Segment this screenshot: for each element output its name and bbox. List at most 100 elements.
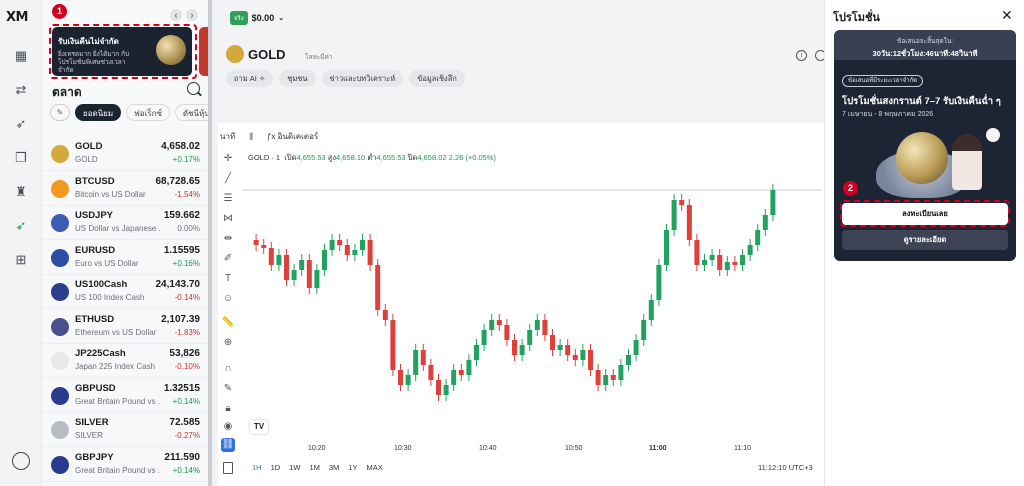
watchlist-row[interactable]: GOLD GOLD 4,658.02 +0.17%: [42, 137, 209, 171]
candle-body: [413, 350, 419, 375]
register-button[interactable]: ลงทะเบียนเลย: [842, 203, 1008, 225]
tf-1m[interactable]: 1M: [309, 463, 320, 472]
candle-body: [451, 370, 457, 385]
eye-icon[interactable]: ◉: [223, 421, 233, 432]
candle-type-icon[interactable]: ⫼: [249, 131, 253, 141]
brush-icon[interactable]: ✐: [223, 253, 233, 264]
watchlist-row[interactable]: SILVER SILVER 72.585 -0.27%: [42, 413, 209, 447]
watchlist-row[interactable]: US100Cash US 100 Index Cash 24,143.70 -0.14…: [42, 275, 209, 309]
tf-max[interactable]: MAX: [366, 463, 383, 472]
candle-body: [732, 262, 738, 265]
crosshair-icon[interactable]: ✛: [223, 153, 233, 164]
chevron-right-icon[interactable]: ›: [186, 9, 198, 21]
details-button[interactable]: ดูรายละเอียด: [842, 230, 1008, 250]
search-icon[interactable]: [187, 82, 200, 95]
time-label: 11:00: [649, 445, 667, 452]
main-area: จริง $0.00 ⌄ GOLD โลหะมีค่า i ถาม AI ✧ ช…: [212, 0, 826, 486]
emoji-icon[interactable]: ☺: [222, 293, 234, 304]
trash-icon[interactable]: [223, 462, 233, 474]
watchlist-row[interactable]: ETHUSD Ethereum vs US Dollar 2,107.39 -1.83…: [42, 310, 209, 344]
tradingview-logo[interactable]: TV: [250, 420, 268, 434]
panel-scrollbar[interactable]: [208, 0, 212, 486]
watchlist-row[interactable]: JP225Cash Japan 225 Index Cash 53,826 -0.10…: [42, 344, 209, 378]
promo-drawer: โปรโมชั่น ✕ ข้อเสนอจะสิ้นสุดใน: 30วัน:12…: [824, 0, 1024, 486]
candle-body: [367, 240, 373, 265]
forecast-icon[interactable]: ⇹: [223, 233, 233, 244]
promo-banner-desc: ยิ่งเทรดมาก ยิ่งได้มาก กับโปรโมชั่นพิเศษ…: [58, 51, 130, 74]
account-balance[interactable]: จริง $0.00 ⌄: [230, 11, 284, 25]
instrument-category: โลหะมีค่า: [305, 54, 333, 61]
tab-news[interactable]: ข่าวและบทวิเคราะห์: [321, 70, 404, 87]
tf-3m[interactable]: 3M: [328, 463, 340, 472]
info-icon[interactable]: i: [796, 50, 807, 61]
candle-body: [610, 375, 616, 380]
edit-icon[interactable]: ✎: [50, 104, 70, 121]
candles: [253, 184, 776, 401]
chevron-left-icon[interactable]: ‹: [170, 9, 182, 21]
tf-1d[interactable]: 1D: [270, 463, 281, 472]
filter-indices[interactable]: ดัชนีหุ้น: [174, 104, 209, 121]
instrument-symbol: EURUSD: [75, 244, 116, 256]
instrument-description: Japan 225 Index Cash: [75, 362, 156, 371]
promo-banner-title: รับเงินคืนไม่จำกัด: [58, 37, 119, 46]
xm-logo[interactable]: XM: [6, 10, 28, 25]
fib-icon[interactable]: ☰: [223, 193, 233, 204]
support-icon[interactable]: [12, 452, 30, 470]
lock-drawing-icon[interactable]: ✎: [223, 383, 233, 394]
watchlist-row[interactable]: USDJPY US Dollar vs Japanese ... 159.662 0.…: [42, 206, 209, 240]
rocket-trade-icon[interactable]: ➶: [15, 218, 27, 233]
close-icon[interactable]: ✕: [1001, 7, 1013, 23]
low-label: ต่ำ: [367, 153, 377, 162]
apps-icon[interactable]: ⊞: [15, 252, 27, 267]
instrument-price: 72.585: [169, 417, 200, 428]
trophy-icon[interactable]: ♜: [15, 184, 27, 199]
tab-insights[interactable]: ข้อมูลเชิงลึก: [409, 70, 465, 87]
candle-body: [717, 255, 723, 270]
candle-body: [398, 370, 403, 385]
timeframe-bar: 1H 1D 1W 1M 3M 1Y MAX: [252, 463, 383, 472]
chart-frame[interactable]: [218, 123, 824, 486]
magnet-icon[interactable]: ∩: [224, 363, 232, 374]
transfer-icon[interactable]: ⇄: [15, 82, 27, 97]
copy-icon[interactable]: ❐: [15, 150, 27, 165]
lock-icon[interactable]: 🔒︎: [225, 403, 231, 414]
tab-ask-ai[interactable]: ถาม AI ✧: [226, 70, 274, 87]
indicators-button[interactable]: ƒx อินดิเคเตอร์: [267, 130, 318, 143]
watchlist-row[interactable]: GBPUSD Great Britain Pound vs ... 1.32515 +…: [42, 379, 209, 413]
zoom-icon[interactable]: ⊕: [223, 337, 233, 348]
tf-1w[interactable]: 1W: [289, 463, 301, 472]
offer-badge: ข้อเสนอที่มีระยะเวลาจำกัด: [842, 75, 924, 87]
promo-banner[interactable]: รับเงินคืนไม่จำกัด ยิ่งเทรดมาก ยิ่งได้มา…: [52, 27, 192, 76]
ruler-icon[interactable]: 📏: [221, 317, 235, 328]
time-label: 10:40: [479, 445, 497, 452]
candle-body: [314, 270, 320, 288]
tf-1h[interactable]: 1H: [252, 463, 262, 472]
link-icon[interactable]: ⛓: [221, 438, 235, 452]
candlestick-chart[interactable]: [242, 170, 822, 432]
chevron-down-icon: ⌄: [278, 15, 285, 22]
tf-1y[interactable]: 1Y: [348, 463, 358, 472]
chart-icon[interactable]: ▦: [14, 48, 28, 63]
candle-body: [352, 250, 358, 255]
filter-popular[interactable]: ยอดนิยม: [75, 104, 122, 121]
trendline-icon[interactable]: ╱: [224, 173, 232, 184]
interval-selector[interactable]: นาที: [220, 132, 236, 141]
watchlist-row[interactable]: GBPJPY Great Britain Pound vs ... 211.590 +…: [42, 448, 209, 482]
promo-artwork: [872, 122, 1002, 200]
text-icon[interactable]: T: [224, 273, 232, 284]
promo-banner-next[interactable]: [199, 27, 209, 76]
instrument-description: SILVER: [75, 431, 103, 440]
tab-community[interactable]: ชุมชน: [279, 70, 316, 87]
candle-body: [580, 350, 586, 360]
watchlist-row[interactable]: BTCUSD Bitcoin vs US Dollar 68,728.65 -1.54…: [42, 172, 209, 206]
candle-body: [420, 350, 426, 365]
pattern-icon[interactable]: ⋈: [223, 213, 233, 224]
instrument-change: 0.00%: [177, 224, 200, 233]
watchlist-row[interactable]: EURUSD Euro vs US Dollar 1.15595 +0.16%: [42, 241, 209, 275]
instrument-price: 24,143.70: [155, 279, 201, 290]
step-badge-1: 1: [52, 4, 67, 19]
filter-forex[interactable]: ฟอเร็กซ์: [126, 104, 170, 121]
rocket-icon[interactable]: ➶: [15, 116, 27, 131]
instrument-icon: [51, 352, 69, 370]
drawing-tools: ✛ ╱ ☰ ⋈ ⇹ ✐ T ☺ 📏 ⊕ ∩ ✎ 🔒︎ ◉ ⛓: [218, 150, 238, 486]
